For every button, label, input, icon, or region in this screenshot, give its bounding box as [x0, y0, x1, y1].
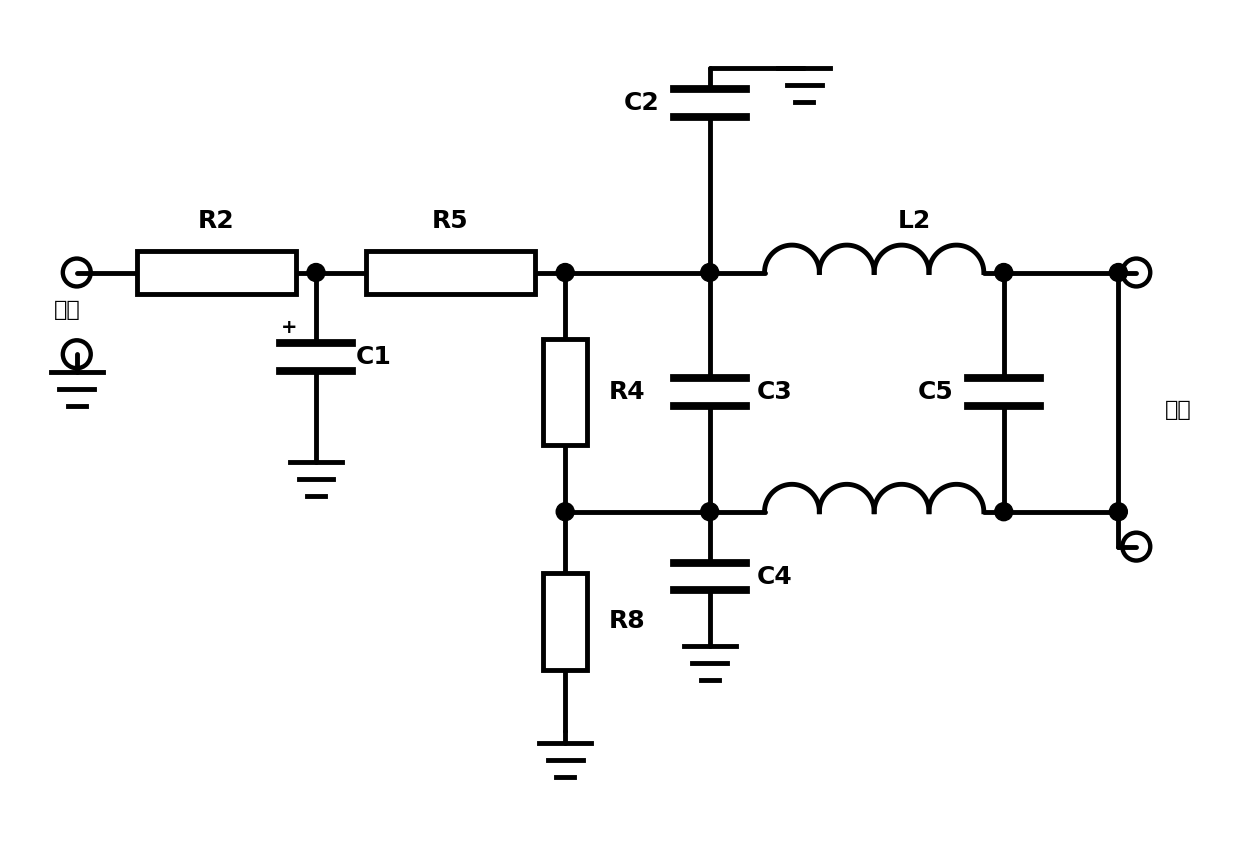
Text: R2: R2 — [198, 209, 234, 233]
Bar — [543, 573, 587, 670]
Text: C2: C2 — [624, 91, 660, 115]
Text: R8: R8 — [609, 609, 645, 633]
Circle shape — [994, 263, 1013, 281]
Circle shape — [701, 503, 719, 521]
Text: C3: C3 — [756, 380, 792, 404]
Text: C5: C5 — [918, 380, 954, 404]
Circle shape — [308, 263, 325, 281]
Circle shape — [1110, 263, 1127, 281]
Circle shape — [701, 263, 719, 281]
Bar — [366, 250, 536, 295]
Text: C1: C1 — [356, 345, 392, 369]
Text: R4: R4 — [609, 380, 645, 404]
Bar — [543, 339, 587, 445]
Text: 输出: 输出 — [1164, 400, 1192, 419]
Text: +: + — [280, 318, 298, 337]
Circle shape — [1110, 503, 1127, 521]
Text: 输入: 输入 — [53, 301, 81, 320]
Text: L2: L2 — [898, 209, 931, 233]
Circle shape — [557, 503, 574, 521]
Text: R5: R5 — [433, 209, 469, 233]
Circle shape — [994, 503, 1013, 521]
Bar — [136, 250, 296, 295]
Circle shape — [557, 263, 574, 281]
Text: C4: C4 — [756, 565, 792, 589]
